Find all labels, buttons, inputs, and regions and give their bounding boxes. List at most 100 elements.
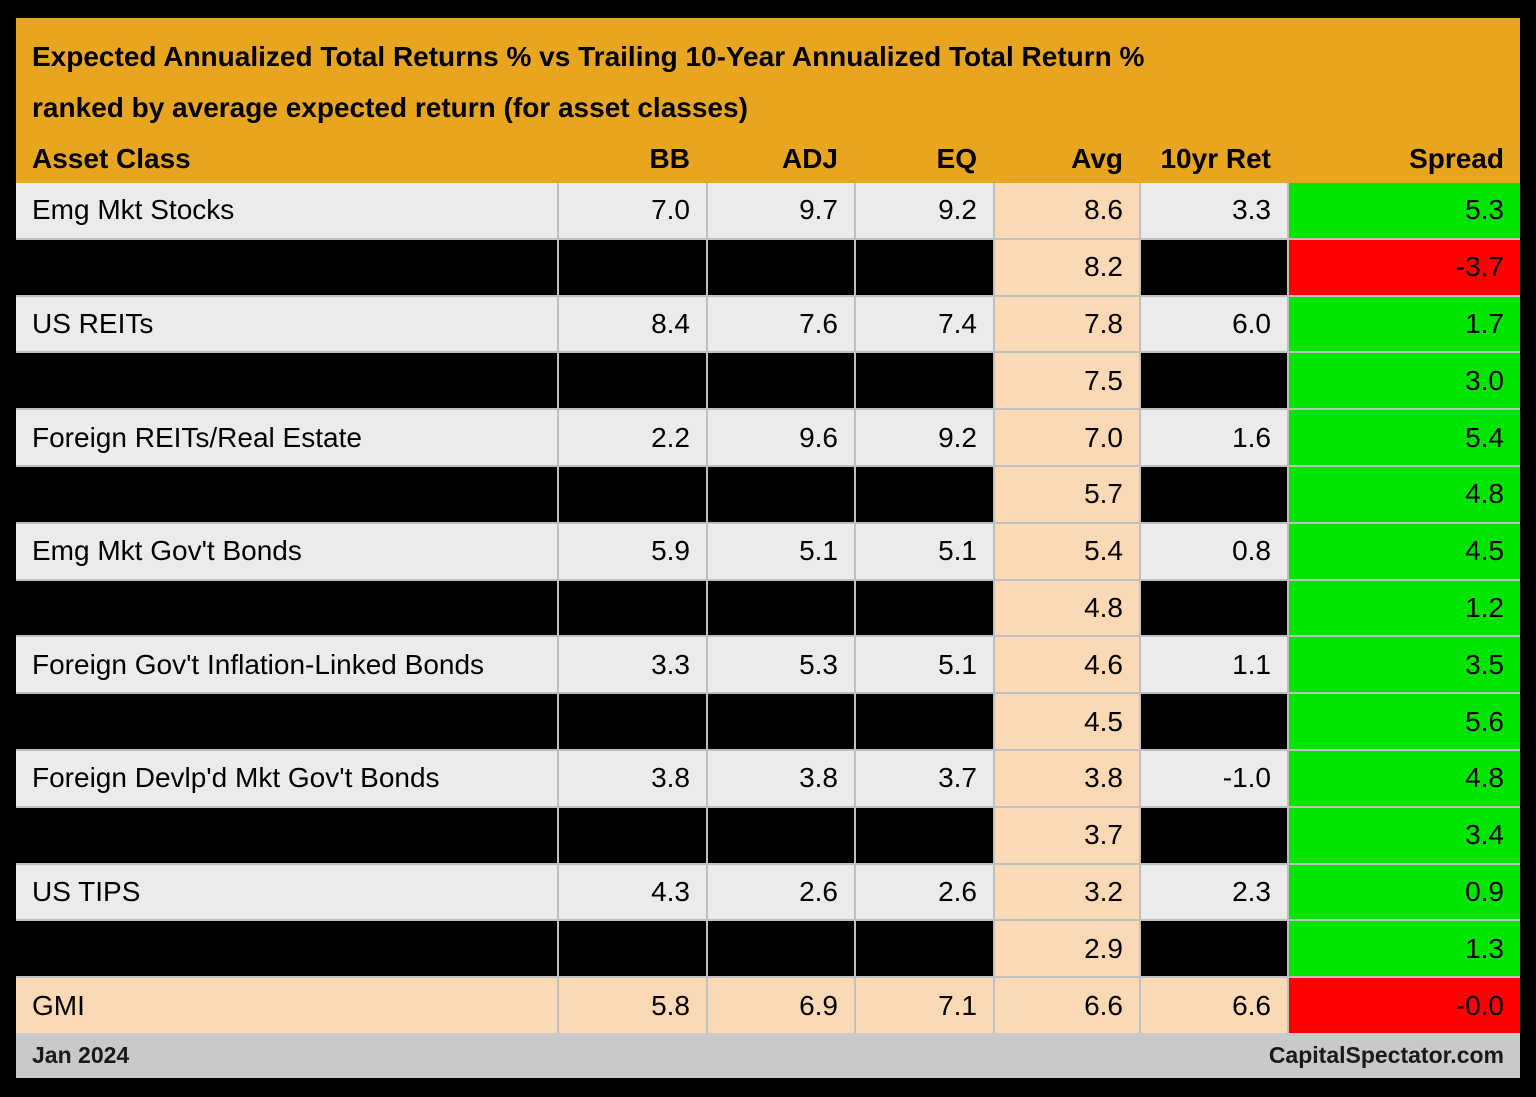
redacted-cell-bb — [559, 580, 706, 636]
chart-title: Expected Annualized Total Returns % vs T… — [32, 41, 1145, 72]
cell-asset: US TIPS — [16, 864, 557, 920]
redacted-cell-10yr-ret — [1141, 239, 1287, 295]
cell-adj: 9.7 — [708, 183, 854, 238]
column-header-asset: Asset Class — [32, 142, 191, 174]
redacted-cell-10yr-ret — [1141, 353, 1287, 409]
cell-spread: 1.7 — [1289, 296, 1520, 352]
cell-10yr-ret: 6.6 — [1141, 978, 1287, 1033]
column-header-spread: Spread — [1409, 142, 1504, 174]
cell-eq: 5.1 — [856, 523, 993, 579]
redacted-cell-adj — [708, 239, 854, 295]
cell-avg: 4.6 — [995, 637, 1139, 693]
cell-adj: 5.3 — [708, 637, 854, 693]
redacted-cell-10yr-ret — [1141, 580, 1287, 636]
cell-adj: 5.1 — [708, 523, 854, 579]
cell-adj: 9.6 — [708, 410, 854, 465]
cell-asset: GMI — [16, 978, 557, 1033]
redacted-cell-eq — [856, 239, 993, 295]
redacted-cell-bb — [559, 239, 706, 295]
cell-spread: 5.4 — [1289, 410, 1520, 465]
cell-spread: -0.0 — [1289, 978, 1520, 1033]
redacted-cell-bb — [559, 353, 706, 409]
cell-10yr-ret: -1.0 — [1141, 750, 1287, 806]
redacted-cell-asset — [16, 580, 557, 636]
column-header-avg: Avg — [1071, 142, 1123, 174]
cell-eq: 7.1 — [856, 978, 993, 1033]
cell-spread: 3.4 — [1289, 807, 1520, 863]
cell-bb: 5.8 — [559, 978, 706, 1033]
cell-avg: 8.6 — [995, 183, 1139, 238]
cell-10yr-ret: 1.6 — [1141, 410, 1287, 465]
cell-adj: 7.6 — [708, 296, 854, 352]
redacted-cell-eq — [856, 580, 993, 636]
cell-asset: US REITs — [16, 296, 557, 352]
footer-date: Jan 2024 — [32, 1041, 130, 1068]
column-header-row: Asset Class BB ADJ EQ Avg 10yr Ret Spread — [16, 134, 1520, 183]
column-header-10yr-ret: 10yr Ret — [1160, 142, 1271, 174]
cell-10yr-ret: 1.1 — [1141, 637, 1287, 693]
cell-asset: Foreign REITs/Real Estate — [16, 410, 557, 465]
cell-bb: 3.3 — [559, 637, 706, 693]
redacted-cell-10yr-ret — [1141, 807, 1287, 863]
table-frame: Expected Annualized Total Returns % vs T… — [16, 18, 1520, 1078]
redacted-cell-eq — [856, 921, 993, 977]
cell-spread: -3.7 — [1289, 239, 1520, 295]
cell-avg: 8.2 — [995, 239, 1139, 295]
redacted-cell-bb — [559, 694, 706, 749]
cell-10yr-ret: 6.0 — [1141, 296, 1287, 352]
cell-adj: 6.9 — [708, 978, 854, 1033]
redacted-cell-bb — [559, 466, 706, 522]
redacted-cell-bb — [559, 807, 706, 863]
cell-spread: 1.3 — [1289, 921, 1520, 977]
cell-bb: 8.4 — [559, 296, 706, 352]
cell-avg: 4.5 — [995, 694, 1139, 749]
redacted-cell-eq — [856, 807, 993, 863]
redacted-cell-asset — [16, 466, 557, 522]
redacted-cell-adj — [708, 921, 854, 977]
column-header-adj: ADJ — [781, 142, 838, 174]
table-header: Expected Annualized Total Returns % vs T… — [16, 18, 1520, 183]
redacted-cell-asset — [16, 694, 557, 749]
cell-avg: 7.5 — [995, 353, 1139, 409]
cell-eq: 5.1 — [856, 637, 993, 693]
redacted-cell-adj — [708, 353, 854, 409]
redacted-cell-eq — [856, 353, 993, 409]
cell-eq: 7.4 — [856, 296, 993, 352]
cell-asset: Foreign Devlp'd Mkt Gov't Bonds — [16, 750, 557, 806]
cell-avg: 7.0 — [995, 410, 1139, 465]
column-header-eq: EQ — [936, 142, 977, 174]
cell-avg: 3.7 — [995, 807, 1139, 863]
redacted-cell-10yr-ret — [1141, 694, 1287, 749]
cell-spread: 5.6 — [1289, 694, 1520, 749]
cell-avg: 3.8 — [995, 750, 1139, 806]
cell-avg: 2.9 — [995, 921, 1139, 977]
cell-spread: 3.5 — [1289, 637, 1520, 693]
redacted-cell-10yr-ret — [1141, 921, 1287, 977]
redacted-cell-adj — [708, 580, 854, 636]
table-footer: Jan 2024 CapitalSpectator.com — [16, 1032, 1520, 1078]
redacted-cell-asset — [16, 807, 557, 863]
cell-avg: 4.8 — [995, 580, 1139, 636]
redacted-cell-asset — [16, 239, 557, 295]
cell-adj: 2.6 — [708, 864, 854, 920]
redacted-cell-eq — [856, 466, 993, 522]
cell-adj: 3.8 — [708, 750, 854, 806]
cell-asset: Emg Mkt Stocks — [16, 183, 557, 238]
redacted-cell-adj — [708, 466, 854, 522]
cell-eq: 2.6 — [856, 864, 993, 920]
footer-source: CapitalSpectator.com — [1268, 1041, 1504, 1068]
table-body: Emg Mkt Stocks 7.0 9.7 9.2 8.6 3.3 5.3 8.2 -3.7 U… — [16, 183, 1520, 1033]
cell-avg: 7.8 — [995, 296, 1139, 352]
cell-bb: 2.2 — [559, 410, 706, 465]
cell-avg: 3.2 — [995, 864, 1139, 920]
cell-avg: 5.4 — [995, 523, 1139, 579]
chart-subtitle: ranked by average expected return (for a… — [32, 92, 748, 123]
cell-asset: Emg Mkt Gov't Bonds — [16, 523, 557, 579]
cell-10yr-ret: 0.8 — [1141, 523, 1287, 579]
cell-spread: 4.8 — [1289, 466, 1520, 522]
cell-eq: 9.2 — [856, 183, 993, 238]
redacted-cell-adj — [708, 807, 854, 863]
redacted-cell-bb — [559, 921, 706, 977]
cell-spread: 5.3 — [1289, 183, 1520, 238]
cell-bb: 7.0 — [559, 183, 706, 238]
